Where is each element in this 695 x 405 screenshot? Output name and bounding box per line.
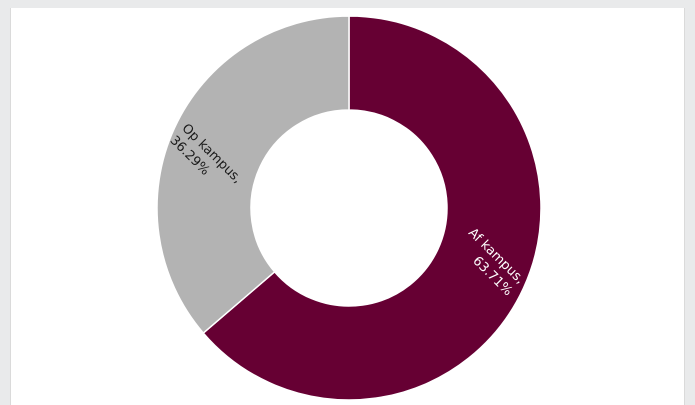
donut-chart: Af kampus,63.71%Op kampus,36.29% [156,15,542,401]
donut-slices [156,15,542,401]
chart-card: Af kampus,63.71% Op kampus,36.29% [10,8,685,405]
donut-slice-1 [156,15,350,335]
donut-slice-0 [202,15,542,401]
